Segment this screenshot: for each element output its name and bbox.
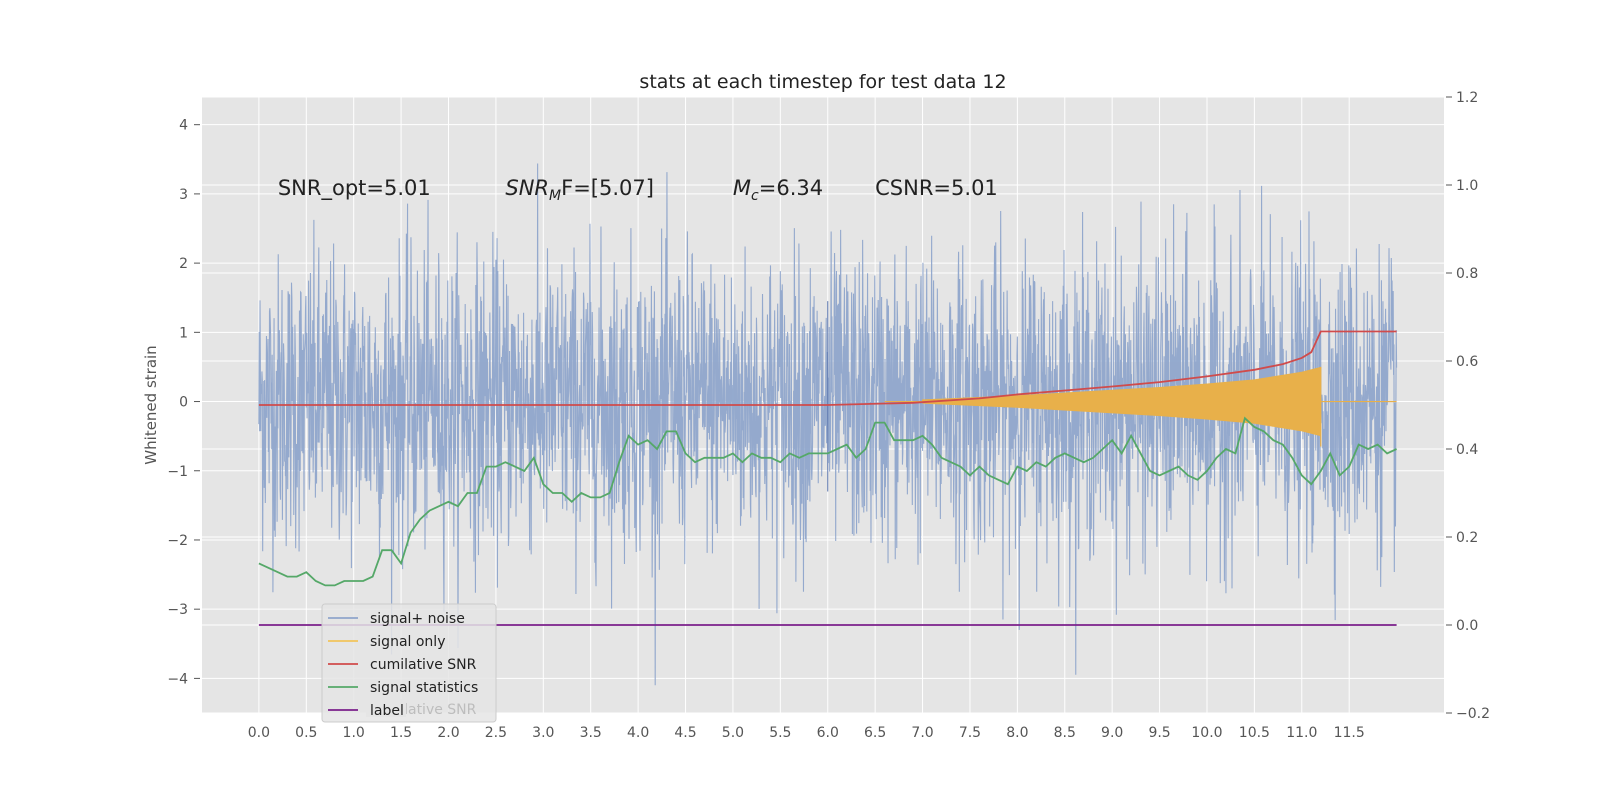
x-tick-label: 9.5 [1148, 725, 1170, 741]
y-right-tick-label: 1.2 [1456, 90, 1478, 106]
x-tick-label: 1.5 [390, 725, 412, 741]
x-tick-label: 6.5 [864, 725, 886, 741]
y-tick-label: 4 [179, 118, 188, 134]
legend-label: signal statistics [370, 680, 478, 696]
y-tick-label: −4 [167, 671, 188, 687]
y-axis-left: 4 3 2 1 0 −1 −2 −3 −4 [167, 118, 200, 687]
x-tick-label: 6.0 [817, 725, 839, 741]
legend-label: cumilative SNR [370, 657, 477, 673]
y-tick-label: 3 [179, 187, 188, 203]
x-tick-label: 11.0 [1286, 725, 1317, 741]
legend-label: signal only [370, 634, 445, 650]
y-right-tick-label: 0.4 [1456, 442, 1478, 458]
y-right-tick-label: 0.2 [1456, 530, 1478, 546]
x-tick-label: 3.0 [532, 725, 554, 741]
x-tick-label: 8.5 [1054, 725, 1076, 741]
signal-only-series [884, 366, 1397, 447]
y-axis-right: 1.2 1.0 0.8 0.6 0.4 0.2 0.0 −0.2 [1446, 90, 1490, 722]
x-tick-label: 8.0 [1006, 725, 1028, 741]
x-tick-label: 2.0 [437, 725, 459, 741]
annotation-text: SNR_opt=5.01 [278, 176, 431, 201]
annotation-text: CSNR=5.01 [875, 176, 998, 200]
x-tick-label: 5.0 [722, 725, 744, 741]
y-tick-label: −3 [167, 602, 188, 618]
x-tick-label: 10.0 [1191, 725, 1222, 741]
x-tick-label: 0.0 [248, 725, 270, 741]
signal-only-line [884, 366, 1322, 437]
y-tick-label: 1 [179, 325, 188, 341]
legend-label: signal+ noise [370, 611, 465, 627]
x-tick-label: 0.5 [295, 725, 317, 741]
annotations: SNR_opt=5.01 SNRMF=[5.07] Mc=6.34 CSNR=5.01 [278, 176, 998, 204]
x-tick-label: 10.5 [1239, 725, 1270, 741]
series-line-cumilative-snr [258, 330, 1397, 406]
y-axis-label: Whitened strain [142, 345, 160, 464]
x-tick-label: 1.0 [343, 725, 365, 741]
y-tick-label: −2 [167, 533, 188, 549]
chart-title: stats at each timestep for test data 12 [639, 71, 1006, 93]
x-tick-label: 7.5 [959, 725, 981, 741]
y-right-tick-label: 0.0 [1456, 618, 1478, 634]
series-line-signal-statistics [258, 416, 1397, 587]
y-right-tick-label: 1.0 [1456, 178, 1478, 194]
annotation-text: SNRMF=[5.07] [505, 176, 654, 204]
x-tick-label: 5.5 [769, 725, 791, 741]
y-right-tick-label: −0.2 [1456, 706, 1490, 722]
legend-box [321, 603, 497, 723]
legend-label: label [370, 703, 404, 719]
x-tick-label: 3.5 [580, 725, 602, 741]
x-tick-label: 7.0 [911, 725, 933, 741]
x-tick-label: 4.0 [627, 725, 649, 741]
x-tick-label: 4.5 [674, 725, 696, 741]
y-tick-label: 2 [179, 256, 188, 272]
y-right-tick-label: 0.6 [1456, 354, 1478, 370]
x-tick-label: 11.5 [1334, 725, 1365, 741]
annotation-text: Mc=6.34 [733, 176, 823, 204]
y-right-tick-label: 0.8 [1456, 266, 1478, 282]
y-tick-label: 0 [179, 395, 188, 411]
x-tick-label: 9.0 [1101, 725, 1123, 741]
x-axis: 0.0 0.5 1.0 1.5 2.0 2.5 3.0 3.5 4.0 4.5 5.0 5.5 6.0 6… [248, 725, 1365, 741]
y-tick-label: −1 [167, 464, 188, 480]
x-tick-label: 2.5 [485, 725, 507, 741]
